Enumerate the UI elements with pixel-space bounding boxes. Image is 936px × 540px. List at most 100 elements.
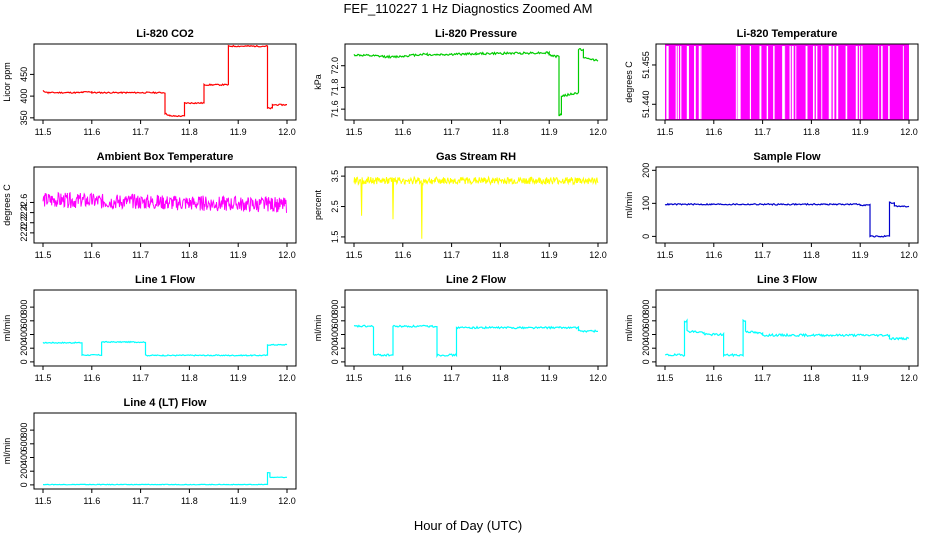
signal-gap	[782, 46, 784, 119]
panel-title: Li-820 CO2	[136, 28, 193, 40]
y-axis-label: ml/min	[2, 315, 12, 342]
x-tick-label: 11.6	[394, 127, 411, 137]
series-line	[43, 471, 288, 486]
x-tick-label: 12.0	[278, 496, 296, 506]
series-line	[42, 340, 288, 357]
x-tick-label: 11.5	[35, 496, 52, 506]
panel-4: Ambient Box Temperature degrees C 11.5 11.6…	[2, 151, 297, 260]
y-tick-label: 350	[19, 110, 29, 125]
signal-gap	[677, 46, 679, 119]
x-tick-label: 11.5	[35, 250, 52, 260]
panel-title: Sample Flow	[753, 151, 821, 163]
y-tick-label: 100	[641, 196, 651, 211]
series	[42, 191, 287, 213]
series	[353, 48, 599, 117]
panel-5: Gas Stream RH percent 11.5 11.6 11.7 11.8 11.9…	[313, 151, 608, 260]
y-axis-label: ml/min	[313, 315, 323, 342]
x-tick-label: 11.6	[83, 496, 100, 506]
x-tick-label: 11.8	[181, 127, 198, 137]
signal-gap	[878, 46, 880, 119]
signal-gap	[759, 46, 762, 119]
y-tick-label: 800	[19, 423, 29, 438]
plot-frame	[33, 43, 297, 121]
panel-title: Gas Stream RH	[436, 151, 516, 163]
x-tick-label: 12.0	[589, 127, 607, 137]
x-tick-label: 11.9	[230, 496, 247, 506]
plot-frame	[655, 43, 919, 121]
signal-gap	[821, 46, 823, 119]
series-line	[42, 44, 287, 118]
y-tick-label: 1.5	[330, 231, 340, 244]
y-tick-label: 0	[641, 234, 651, 239]
y-axis-label: degrees C	[624, 61, 634, 103]
x-tick-label: 11.5	[346, 250, 363, 260]
x-tick-label: 11.7	[132, 373, 149, 383]
panel-title: Li-820 Pressure	[435, 28, 517, 40]
series	[43, 471, 288, 486]
y-tick-label: 200	[19, 341, 29, 356]
x-tick-label: 11.7	[754, 127, 771, 137]
x-tick-label: 11.6	[705, 373, 722, 383]
series	[665, 44, 909, 120]
x-tick-label: 11.7	[132, 250, 149, 260]
panel-8: Line 2 Flow ml/min 11.5 11.6 11.7 11.8 11.9 12.…	[313, 274, 608, 383]
plot-frame	[344, 289, 608, 367]
y-tick-label: 400	[19, 450, 29, 465]
x-tick-label: 11.8	[803, 127, 820, 137]
y-axis-label: degrees C	[2, 184, 12, 226]
panel-title: Li-820 Temperature	[737, 28, 838, 40]
signal-gap	[694, 46, 696, 119]
x-tick-label: 11.9	[230, 373, 247, 383]
y-tick-label: 400	[19, 327, 29, 342]
x-tick-label: 11.9	[852, 250, 869, 260]
y-tick-label: 200	[330, 341, 340, 356]
panel-3: Li-820 Temperature degrees C 11.5 11.6 11.7 1…	[624, 28, 919, 137]
signal-gap	[836, 46, 839, 119]
signal-gap	[766, 46, 769, 119]
signal-gap	[666, 46, 669, 119]
y-tick-label: 3.5	[330, 170, 340, 183]
y-tick-label: 400	[19, 89, 29, 104]
x-tick-label: 11.7	[443, 373, 460, 383]
x-tick-label: 11.8	[492, 250, 509, 260]
y-tick-label: 51.440	[641, 91, 651, 119]
x-tick-label: 11.9	[541, 127, 558, 137]
y-tick-label: 800	[19, 300, 29, 315]
y-axis-label: ml/min	[624, 192, 634, 219]
figure-title: FEF_110227 1 Hz Diagnostics Zoomed AM	[343, 1, 592, 16]
signal-gap	[812, 46, 815, 119]
x-tick-label: 11.7	[443, 250, 460, 260]
y-tick-label: 51.455	[641, 51, 651, 79]
series	[42, 44, 287, 118]
x-tick-label: 11.8	[803, 373, 820, 383]
y-axis-label: ml/min	[2, 438, 12, 465]
x-tick-label: 11.6	[394, 373, 411, 383]
plot-frame	[655, 166, 919, 244]
signal-gap	[700, 46, 702, 119]
signal-gap	[859, 46, 861, 119]
signal-gap	[789, 46, 791, 119]
signal-gap	[861, 46, 863, 119]
panel-title: Line 3 Flow	[757, 274, 817, 286]
signal-gap	[749, 46, 752, 119]
panel-10: Line 4 (LT) Flow ml/min 11.5 11.6 11.7 11.8 11…	[2, 397, 297, 506]
x-tick-label: 12.0	[278, 373, 296, 383]
panel-title: Line 4 (LT) Flow	[124, 397, 207, 409]
x-tick-label: 11.8	[181, 496, 198, 506]
x-tick-label: 12.0	[589, 250, 607, 260]
series	[353, 324, 598, 359]
signal-gap	[845, 46, 848, 119]
panel-7: Line 1 Flow ml/min 11.5 11.6 11.7 11.8 11.9 12.…	[2, 274, 297, 383]
plot-frame	[33, 412, 297, 490]
x-tick-label: 11.6	[83, 127, 100, 137]
x-tick-label: 11.9	[541, 373, 558, 383]
y-axis-label: kPa	[313, 74, 323, 90]
y-tick-label: 200	[19, 464, 29, 479]
signal-gap	[828, 46, 830, 119]
signal-gap	[855, 46, 858, 119]
x-tick-label: 11.8	[181, 373, 198, 383]
series	[353, 175, 599, 239]
x-tick-label: 11.8	[492, 373, 509, 383]
signal-gap	[829, 46, 832, 119]
